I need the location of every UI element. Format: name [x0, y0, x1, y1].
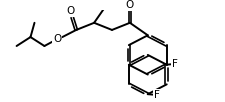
- Text: F: F: [153, 90, 159, 100]
- Text: O: O: [53, 34, 61, 44]
- Text: O: O: [125, 0, 133, 10]
- Text: O: O: [66, 6, 74, 16]
- Text: F: F: [171, 59, 177, 69]
